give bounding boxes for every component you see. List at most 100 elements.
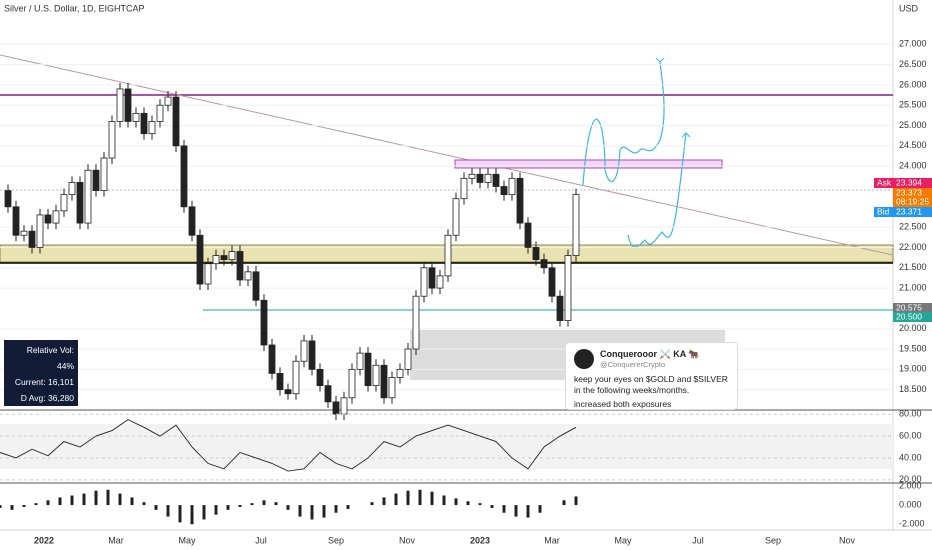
histogram-bar (526, 505, 530, 518)
price-tag (893, 207, 932, 217)
candle (316, 368, 324, 387)
info-box: Relative Vol: 44% Current: 16,101 D Avg:… (4, 340, 78, 419)
histogram-bar (22, 505, 26, 507)
histogram-bar (142, 502, 146, 506)
candle (4, 190, 12, 208)
histogram-bar (118, 493, 122, 506)
info-line: D Avg: 36,280 (20, 393, 74, 403)
x-tick-label: Mar (544, 535, 560, 545)
candle (540, 259, 548, 269)
tweet-text: keep your eyes on $GOLD and $SILVER in t… (574, 374, 728, 395)
price-tag (874, 178, 893, 188)
x-tick-label: Sep (328, 535, 344, 545)
candle (428, 267, 436, 289)
candle (548, 267, 556, 297)
price-tag-label: 23.371 (896, 206, 922, 216)
candle (124, 88, 132, 122)
y-tick-label: 26.500 (899, 59, 927, 69)
histogram-bar (274, 502, 278, 506)
candle (92, 169, 100, 191)
y-tick-label: 2.000 (899, 480, 922, 490)
tweet-name: Conquerooor ⚔️ KA 🐂 (600, 349, 700, 359)
x-tick-label: 2022 (34, 535, 54, 545)
y-tick-label: 21.500 (899, 262, 927, 272)
x-tick-label: Nov (399, 535, 416, 545)
histogram-bar (238, 505, 242, 507)
price-tag-label: 20.575 (896, 302, 922, 312)
price-tag (893, 178, 932, 188)
candle (28, 230, 36, 248)
price-tag-label: 20.500 (896, 311, 922, 321)
x-tick-label: May (178, 535, 196, 545)
x-tick-label: 2023 (470, 535, 490, 545)
rsi-line (0, 419, 577, 472)
y-tick-label: 19.500 (899, 343, 927, 353)
candle (532, 247, 540, 261)
candle (564, 255, 572, 321)
y-tick-label: 40.00 (899, 452, 922, 462)
histogram-bar (70, 495, 74, 506)
candle (36, 214, 44, 248)
y-tick-label: 20.00 (899, 474, 922, 484)
tweet-header: Conquerooor ⚔️ KA 🐂 @ConquererCrypto (574, 349, 729, 369)
info-line: Relative Vol: 44% (26, 345, 74, 371)
candle (268, 344, 276, 374)
candle (372, 364, 380, 387)
histogram-bar (562, 500, 566, 506)
histogram-bar (454, 498, 458, 506)
candle (188, 206, 196, 236)
candle (556, 295, 564, 321)
projection (627, 132, 687, 248)
candle (44, 214, 52, 224)
candle (52, 210, 60, 224)
price-tag-label: 08:19:25 (896, 196, 929, 206)
histogram-bar (286, 505, 290, 510)
price-tag-label: Bid (877, 206, 890, 216)
candle (388, 377, 396, 399)
histogram-bar (538, 505, 542, 513)
y-tick-label: 25.000 (899, 120, 927, 130)
y-tick-label: 80.00 (899, 409, 922, 419)
x-tick-label: Jul (255, 535, 267, 545)
histogram-bar (106, 489, 110, 506)
arrow-head (681, 132, 691, 138)
histogram-bar (322, 505, 326, 518)
candle (148, 121, 156, 135)
x-tick-label: Sep (765, 535, 781, 545)
candle (228, 251, 236, 261)
candle (452, 198, 460, 236)
histogram-bar (478, 503, 482, 506)
candle (524, 222, 532, 248)
y-tick-label: 22.500 (899, 222, 927, 232)
y-tick-label: 21.000 (899, 282, 927, 292)
histogram-bar (58, 497, 62, 506)
candle (276, 373, 284, 391)
candle (68, 182, 76, 196)
candle (484, 173, 492, 183)
arrow-head (655, 57, 665, 63)
candle (412, 295, 420, 350)
candle (500, 186, 508, 196)
histogram-bar (178, 505, 182, 523)
candle (356, 352, 364, 370)
y-tick-label: 18.500 (899, 384, 927, 394)
histogram-bar (298, 505, 302, 517)
price-tag (874, 207, 893, 217)
tweet-handle: @ConquererCrypto (600, 360, 666, 369)
price-tag (893, 197, 932, 207)
candle (244, 271, 252, 281)
histogram-bar (10, 505, 14, 510)
candle (420, 267, 428, 297)
candle (196, 234, 204, 285)
candle (444, 234, 452, 277)
y-tick-label: 27.000 (899, 39, 927, 49)
tweet-card[interactable]: Conquerooor ⚔️ KA 🐂 @ConquererCrypto kee… (565, 342, 738, 410)
histogram-bar (394, 493, 398, 506)
histogram-bar (574, 496, 578, 506)
histogram-bar (46, 500, 50, 506)
candle (116, 88, 124, 122)
candle (468, 173, 476, 179)
y-tick-label: 19.000 (899, 364, 927, 374)
currency: USD (899, 3, 919, 13)
candle (380, 364, 388, 399)
